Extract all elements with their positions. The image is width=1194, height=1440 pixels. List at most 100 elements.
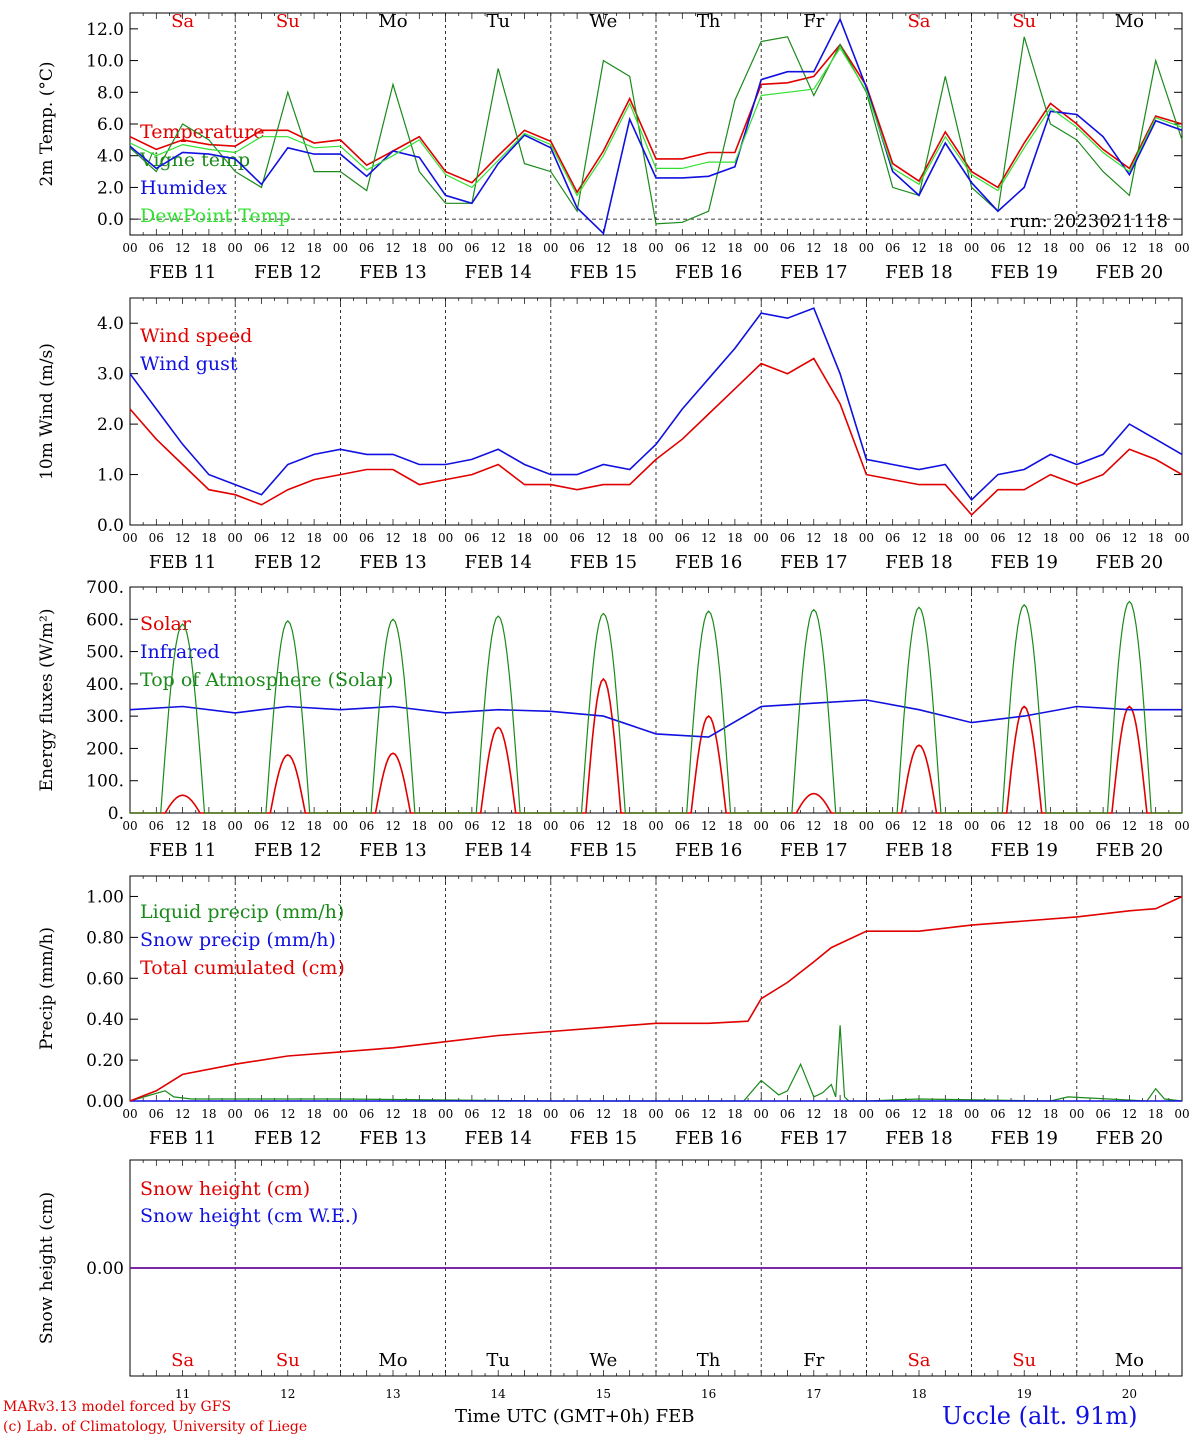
day-name: Fr [803,1350,824,1371]
hour-label: 12 [491,241,506,255]
legend-entry: DewPoint Temp [140,205,291,227]
hour-label: 18 [412,819,427,833]
hour-label: 06 [780,1107,795,1121]
day-name: Su [1012,1350,1036,1371]
date-label: FEB 14 [464,1128,531,1149]
hour-label: 18 [306,819,321,833]
hour-label: 00 [122,531,137,545]
date-label: FEB 13 [359,262,426,283]
hour-label: 06 [1095,241,1110,255]
hour-label: 06 [569,819,584,833]
y-tick-label: 3.0 [97,365,124,385]
hour-label: 12 [491,531,506,545]
hour-label: 18 [938,1107,953,1121]
y-axis-label: Energy fluxes (W/m²) [37,609,57,792]
hour-label: 06 [675,531,690,545]
hour-label: 00 [543,1107,558,1121]
hour-label: 06 [149,531,164,545]
hour-label: 00 [438,531,453,545]
hour-label: 18 [1148,241,1163,255]
hour-label: 06 [149,819,164,833]
hour-label: 18 [306,531,321,545]
legend-entry: Wind speed [140,325,252,347]
hour-label: 12 [911,819,926,833]
hour-label: 12 [385,531,400,545]
day-name: Su [1012,11,1036,32]
date-label: FEB 17 [780,840,847,861]
y-tick-label: 100. [86,772,124,792]
hour-label: 18 [1043,1107,1058,1121]
hour-label: 12 [280,241,295,255]
date-label: FEB 14 [464,840,531,861]
hour-label: 18 [622,1107,637,1121]
hour-label: 12 [175,819,190,833]
hour-label: 18 [201,241,216,255]
hour-label: 06 [990,819,1005,833]
hour-label: 18 [201,531,216,545]
hour-label: 12 [806,531,821,545]
y-tick-label: 2.0 [97,415,124,435]
hour-label: 06 [464,1107,479,1121]
day-name: Th [697,11,721,32]
hour-label: 06 [254,531,269,545]
hour-label: 06 [464,819,479,833]
date-label: FEB 18 [885,840,952,861]
hour-label: 18 [1043,819,1058,833]
hour-label: 12 [491,819,506,833]
hour-label: 18 [938,241,953,255]
hour-label: 06 [569,1107,584,1121]
hour-label: 18 [832,241,847,255]
hour-label: 18 [517,819,532,833]
hour-label: 12 [491,1107,506,1121]
date-label: FEB 12 [254,552,321,573]
hour-label: 12 [911,531,926,545]
hour-label: 12 [701,241,716,255]
series-line-temperature [129,43,1183,194]
date-label: FEB 20 [1096,262,1163,283]
day-name: Su [276,11,300,32]
hour-label: 00 [122,1107,137,1121]
hour-label: 12 [806,819,821,833]
y-tick-label: 4.0 [97,314,124,334]
legend-entry: Total cumulated (cm) [140,957,345,979]
hour-label: 00 [543,531,558,545]
series-line-vigne-temp [129,36,1183,225]
legend-entry: Vigne temp [139,149,250,171]
date-label: FEB 15 [570,262,637,283]
hour-label: 18 [832,819,847,833]
y-tick-label: 8.0 [97,83,124,103]
hour-label: 00 [228,819,243,833]
legend-entry: Snow height (cm) [140,1178,310,1200]
legend-entry: Humidex [140,177,227,199]
hour-label: 06 [1095,531,1110,545]
y-tick-label: 500. [86,643,124,663]
hour-label: 06 [675,1107,690,1121]
hour-label: 00 [1174,241,1189,255]
hour-label: 06 [885,241,900,255]
hour-label: 18 [1043,241,1058,255]
hour-label: 12 [385,819,400,833]
date-label: FEB 14 [464,552,531,573]
hour-label: 06 [1095,819,1110,833]
date-label: FEB 19 [990,1128,1057,1149]
hour-label: 18 [622,819,637,833]
y-tick-label: 400. [86,675,124,695]
legend-entry: Liquid precip (mm/h) [140,901,344,923]
date-label: FEB 17 [780,262,847,283]
day-name: Sa [171,1350,194,1371]
hour-label: 06 [254,1107,269,1121]
y-tick-label: 200. [86,739,124,759]
y-tick-label: 1.00 [86,887,124,907]
series-line-wind-gust [129,307,1183,502]
hour-label: 12 [596,1107,611,1121]
day-name: Tu [486,1350,510,1371]
hour-label: 06 [149,1107,164,1121]
y-tick-label: 0.80 [86,928,124,948]
date-label: FEB 18 [885,1128,952,1149]
day-number: 13 [385,1387,400,1401]
y-axis-label: 10m Wind (m/s) [37,343,57,480]
hour-label: 06 [885,1107,900,1121]
hour-label: 12 [911,1107,926,1121]
day-name: Su [276,1350,300,1371]
